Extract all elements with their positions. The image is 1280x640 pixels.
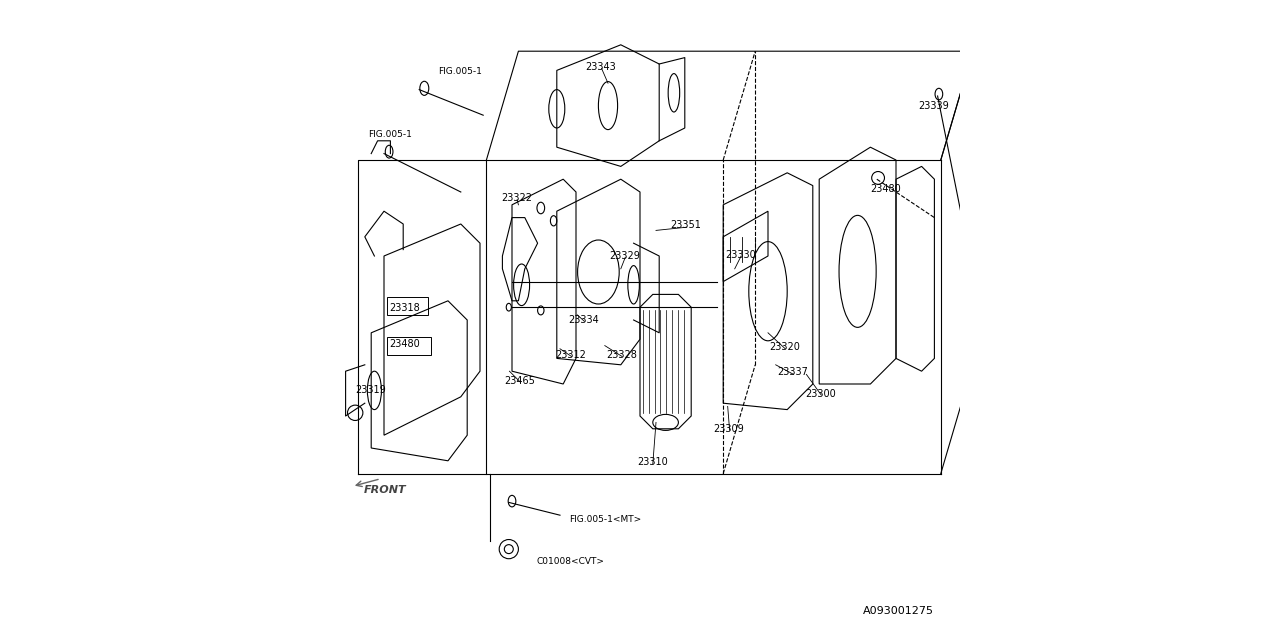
Text: 23330: 23330: [724, 250, 756, 260]
Bar: [387, 297, 428, 315]
Text: 23309: 23309: [714, 424, 745, 434]
Text: 23320: 23320: [769, 342, 800, 352]
Text: 23318: 23318: [389, 303, 420, 314]
Bar: [387, 337, 430, 355]
Text: 23337: 23337: [777, 367, 809, 378]
Text: 23465: 23465: [504, 376, 535, 386]
Text: 23319: 23319: [356, 385, 387, 396]
Text: 23343: 23343: [585, 62, 617, 72]
Text: FIG.005-1: FIG.005-1: [369, 130, 412, 139]
Text: 23480: 23480: [870, 184, 901, 194]
Text: 23310: 23310: [637, 457, 668, 467]
Text: FIG.005-1<MT>: FIG.005-1<MT>: [570, 515, 641, 524]
Text: 23328: 23328: [607, 350, 637, 360]
Text: 23300: 23300: [805, 388, 836, 399]
Text: 23339: 23339: [919, 100, 950, 111]
Text: 23351: 23351: [671, 220, 701, 230]
Text: 23334: 23334: [568, 315, 599, 325]
Text: 23329: 23329: [609, 251, 640, 261]
Text: FRONT: FRONT: [364, 484, 406, 495]
Text: A093001275: A093001275: [864, 605, 934, 616]
Text: C01008<CVT>: C01008<CVT>: [536, 557, 604, 566]
Text: 23480: 23480: [389, 339, 420, 349]
Text: 23322: 23322: [502, 193, 532, 204]
Text: FIG.005-1: FIG.005-1: [438, 67, 483, 76]
Text: 23312: 23312: [556, 350, 586, 360]
